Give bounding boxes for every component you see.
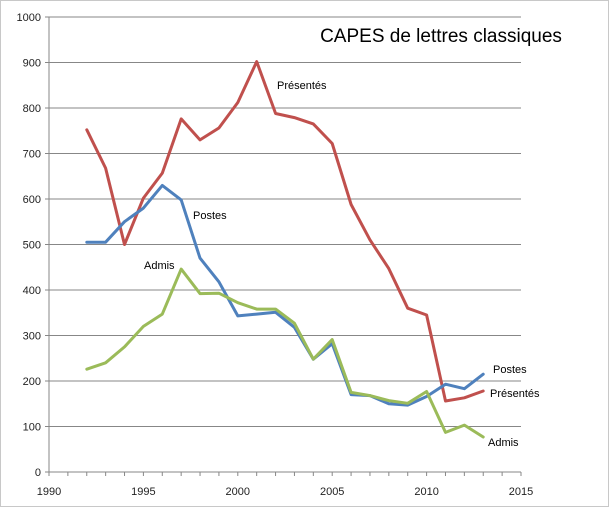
y-tick-label: 500 <box>23 240 41 252</box>
x-tick-label: 2000 <box>226 486 250 498</box>
y-tick-label: 900 <box>23 58 41 70</box>
series-label-postes: Postes <box>193 210 227 222</box>
series-label-presentes: Présentés <box>277 80 327 92</box>
x-tick-label: 2005 <box>320 486 344 498</box>
series-label-postes: Postes <box>493 364 527 376</box>
y-tick-label: 600 <box>23 194 41 206</box>
y-tick-label: 700 <box>23 149 41 161</box>
series-line-postes <box>85 183 485 407</box>
y-tick-label: 400 <box>23 285 41 297</box>
x-tick-label: 1990 <box>37 486 61 498</box>
chart-title: CAPES de lettres classiques <box>320 26 562 47</box>
y-tick-label: 100 <box>23 422 41 434</box>
series-label-admis: Admis <box>488 437 519 449</box>
y-tick-label: 1000 <box>17 12 41 24</box>
series-lines <box>85 60 485 439</box>
x-tick-label: 1995 <box>131 486 155 498</box>
x-tick-label: 2010 <box>414 486 438 498</box>
y-tick-label: 800 <box>23 103 41 115</box>
y-tick-label: 0 <box>35 467 41 479</box>
labels: Présentés Présentés Postes Postes Admis Admis <box>144 80 540 449</box>
y-tick-label: 200 <box>23 376 41 388</box>
series-label-admis: Admis <box>144 260 175 272</box>
grid-lines <box>49 16 521 427</box>
series-line-admis <box>85 267 485 439</box>
x-tick-label: 2015 <box>509 486 533 498</box>
series-line-presentes <box>85 60 485 403</box>
series-label-presentes: Présentés <box>490 388 540 400</box>
axes: 0 100 200 300 400 500 600 700 800 900 1000 1990 1995… <box>17 12 534 498</box>
y-tick-label: 300 <box>23 331 41 343</box>
